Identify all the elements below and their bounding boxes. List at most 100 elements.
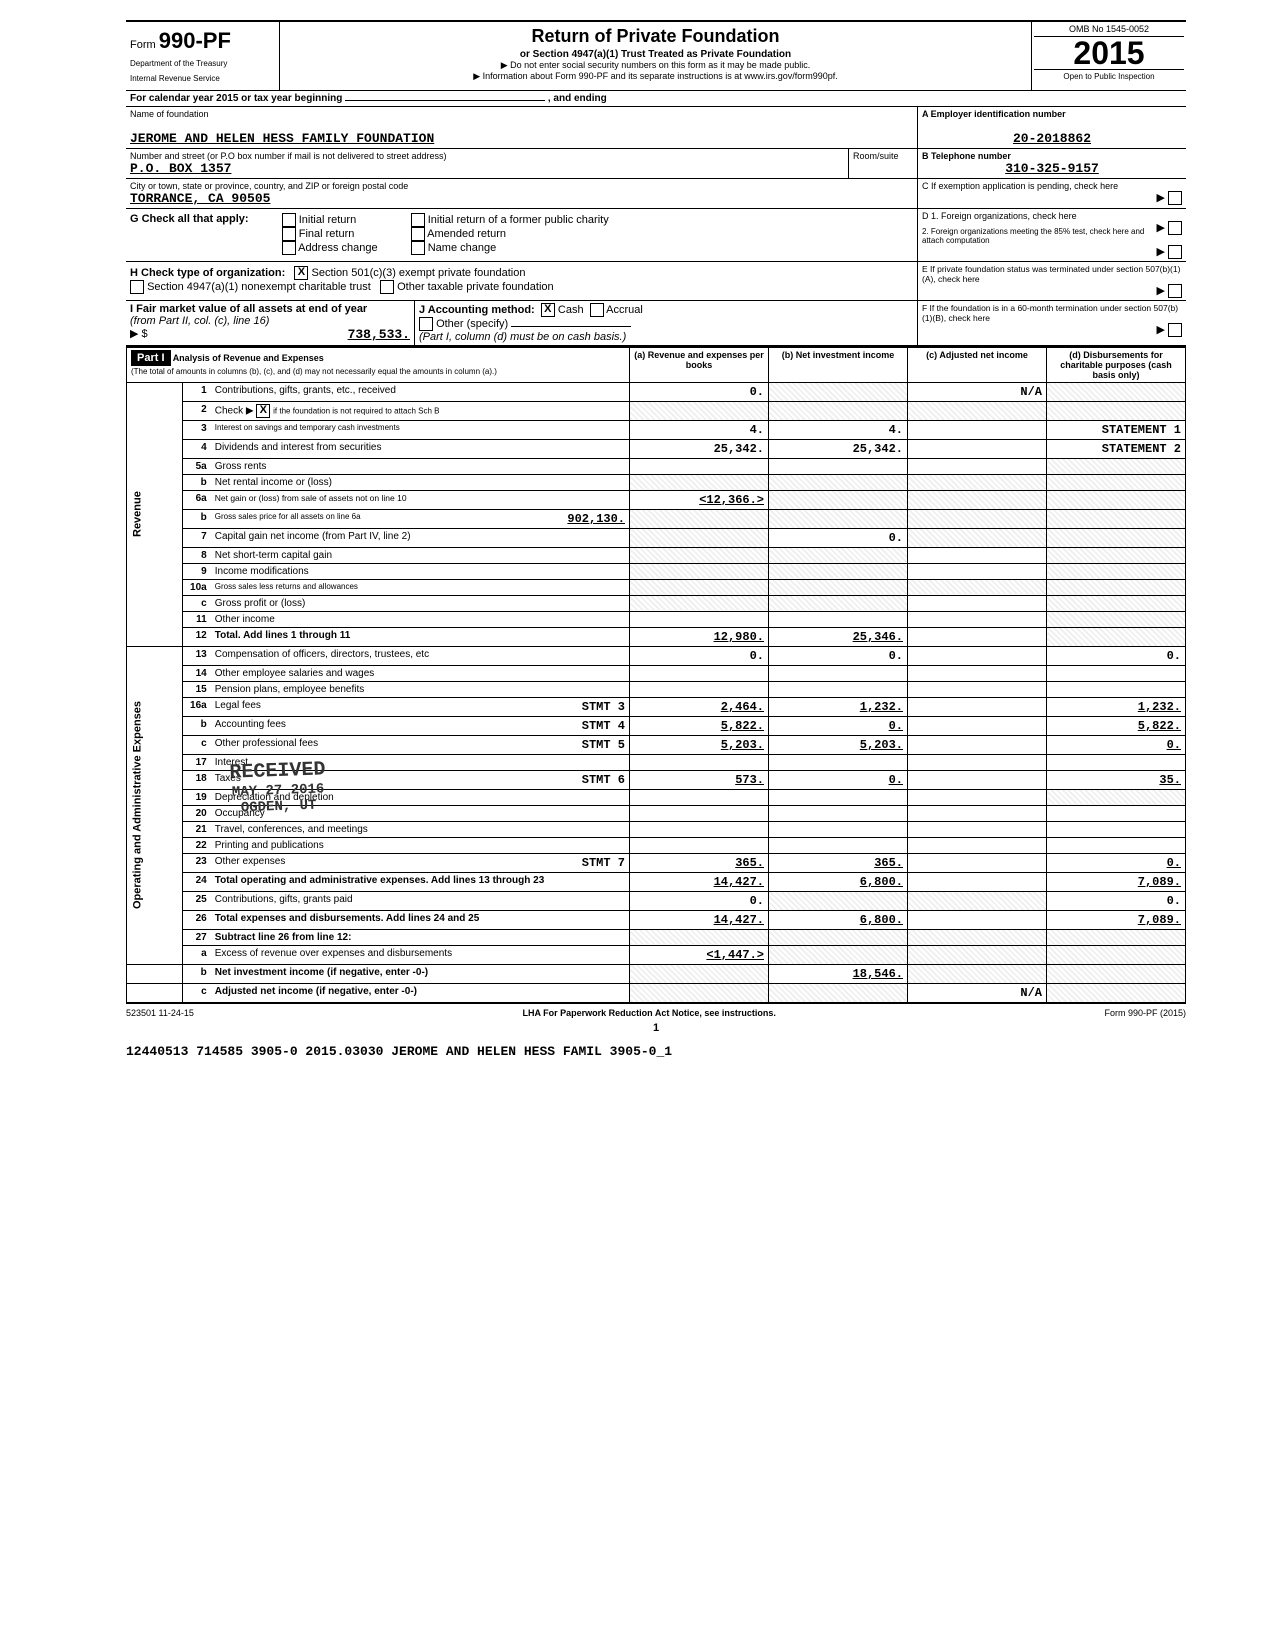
row-12: 12 Total. Add lines 1 through 11 12,980.…	[127, 627, 1186, 646]
row-19: 19 Depreciation and depletion	[127, 789, 1186, 805]
row-27c: c Adjusted net income (if negative, ente…	[127, 983, 1186, 1002]
h-other-checkbox[interactable]	[380, 280, 394, 294]
row-20: 20 Occupancy	[127, 805, 1186, 821]
row-22: 22 Printing and publications	[127, 837, 1186, 853]
row-9: 9 Income modifications	[127, 563, 1186, 579]
g-opt0: Initial return	[299, 214, 356, 226]
footer-code: 523501 11-24-15	[126, 1008, 194, 1018]
col-d-header: (d) Disbursements for charitable purpose…	[1047, 347, 1186, 382]
addr-label: Number and street (or P.O box number if …	[130, 151, 844, 161]
j-note: (Part I, column (d) must be on cash basi…	[419, 331, 913, 343]
d1-checkbox[interactable]	[1168, 221, 1182, 235]
form-header: Form 990-PF Department of the Treasury I…	[126, 20, 1186, 91]
j-cash-checkbox[interactable]: X	[541, 303, 555, 317]
city-label: City or town, state or province, country…	[130, 181, 913, 191]
g-opt3: Initial return of a former public charit…	[428, 214, 609, 226]
name-label: Name of foundation	[130, 109, 913, 119]
row-6a: 6a Net gain or (loss) from sale of asset…	[127, 490, 1186, 509]
row-5a: 5a Gross rents	[127, 458, 1186, 474]
address: P.O. BOX 1357	[130, 161, 844, 176]
row-27a: a Excess of revenue over expenses and di…	[127, 945, 1186, 964]
i-label: I Fair market value of all assets at end…	[130, 303, 410, 315]
footer-bottom: 12440513 714585 3905-0 2015.03030 JEROME…	[126, 1044, 1186, 1059]
form-subtitle: or Section 4947(a)(1) Trust Treated as P…	[286, 49, 1025, 60]
phone-label: B Telephone number	[922, 151, 1182, 161]
phone: 310-325-9157	[922, 161, 1182, 176]
g-initial-checkbox[interactable]	[282, 213, 296, 227]
l2-checkbox[interactable]: X	[256, 404, 270, 418]
row-16b: b Accounting feesSTMT 4 5,822. 0. 5,822.	[127, 716, 1186, 735]
i-arrow: ▶ $	[130, 328, 148, 340]
i-value: 738,533.	[348, 327, 410, 342]
h-label: H Check type of organization:	[130, 267, 285, 279]
form-number-box: Form 990-PF Department of the Treasury I…	[126, 22, 280, 90]
dept-irs: Internal Revenue Service	[130, 75, 275, 84]
d2-checkbox[interactable]	[1168, 245, 1182, 259]
row-25: 25 Contributions, gifts, grants paid 0. …	[127, 891, 1186, 910]
h-opt2: Section 4947(a)(1) nonexempt charitable …	[147, 281, 371, 293]
row-18: 18 TaxesSTMT 6 573. 0. 35.	[127, 770, 1186, 789]
g-opt5: Name change	[428, 242, 497, 254]
form-word: Form	[130, 39, 156, 51]
row-26: 26 Total expenses and disbursements. Add…	[127, 910, 1186, 929]
row-16a: 16a Legal feesSTMT 3 2,464. 1,232. 1,232…	[127, 697, 1186, 716]
j-accrual: Accrual	[606, 304, 643, 316]
row-14: 14 Other employee salaries and wages	[127, 665, 1186, 681]
j-label: J Accounting method:	[419, 304, 535, 316]
part1-title: Part I	[131, 350, 171, 366]
h-opt3: Other taxable private foundation	[397, 281, 554, 293]
g-amended-checkbox[interactable]	[411, 227, 425, 241]
d2-label: 2. Foreign organizations meeting the 85%…	[922, 227, 1182, 245]
dept-treasury: Department of the Treasury	[130, 60, 275, 69]
f-checkbox[interactable]	[1168, 323, 1182, 337]
row-13: Operating and Administrative Expenses 13…	[127, 646, 1186, 665]
j-other-checkbox[interactable]	[419, 317, 433, 331]
row-15: 15 Pension plans, employee benefits	[127, 681, 1186, 697]
form-number: 990-PF	[159, 28, 231, 53]
c-checkbox[interactable]	[1168, 191, 1182, 205]
row-6b: b Gross sales price for all assets on li…	[127, 509, 1186, 528]
f-label: F If the foundation is in a 60-month ter…	[922, 303, 1182, 323]
h-4947-checkbox[interactable]	[130, 280, 144, 294]
year-box: OMB No 1545-0052 2015 Open to Public Ins…	[1031, 22, 1186, 90]
part1-heading: Analysis of Revenue and Expenses	[173, 353, 324, 363]
page-number: 1	[126, 1022, 1186, 1034]
calendar-begin: For calendar year 2015 or tax year begin…	[130, 93, 342, 104]
row-2: 2 Check ▶ X if the foundation is not req…	[127, 401, 1186, 420]
form-990pf: Form 990-PF Department of the Treasury I…	[126, 20, 1186, 1059]
part1-table: Part I Analysis of Revenue and Expenses …	[126, 347, 1186, 1003]
footer-form: Form 990-PF (2015)	[1104, 1008, 1186, 1018]
e-checkbox[interactable]	[1168, 284, 1182, 298]
calendar-end: , and ending	[548, 93, 607, 104]
row-4: 4 Dividends and interest from securities…	[127, 439, 1186, 458]
part1-note: (The total of amounts in columns (b), (c…	[131, 367, 497, 376]
footer-lha: LHA For Paperwork Reduction Act Notice, …	[522, 1008, 775, 1018]
title-box: Return of Private Foundation or Section …	[280, 22, 1031, 90]
g-address-checkbox[interactable]	[282, 241, 296, 255]
j-accrual-checkbox[interactable]	[590, 303, 604, 317]
g-namechange-checkbox[interactable]	[411, 241, 425, 255]
city-state-zip: TORRANCE, CA 90505	[130, 191, 913, 206]
calendar-year-row: For calendar year 2015 or tax year begin…	[126, 91, 1186, 107]
row-16c: c Other professional feesSTMT 5 5,203. 5…	[127, 735, 1186, 754]
g-final-checkbox[interactable]	[282, 227, 296, 241]
i-sub: (from Part II, col. (c), line 16)	[130, 315, 410, 327]
row-7: 7 Capital gain net income (from Part IV,…	[127, 528, 1186, 547]
warning-ssn: ▶ Do not enter social security numbers o…	[286, 60, 1025, 71]
h-opt1: Section 501(c)(3) exempt private foundat…	[311, 267, 525, 279]
row-1: Revenue 1 Contributions, gifts, grants, …	[127, 382, 1186, 401]
form-title: Return of Private Foundation	[286, 26, 1025, 47]
room-label: Room/suite	[853, 151, 913, 161]
d1-label: D 1. Foreign organizations, check here	[922, 211, 1182, 221]
col-c-header: (c) Adjusted net income	[908, 347, 1047, 382]
warning-info: ▶ Information about Form 990-PF and its …	[286, 71, 1025, 82]
c-label: C If exemption application is pending, c…	[922, 181, 1182, 191]
e-label: E If private foundation status was termi…	[922, 264, 1182, 284]
h-501c3-checkbox[interactable]: X	[294, 266, 308, 280]
row-8: 8 Net short-term capital gain	[127, 547, 1186, 563]
row-24: 24 Total operating and administrative ex…	[127, 872, 1186, 891]
revenue-side-label: Revenue	[127, 382, 183, 646]
g-former-checkbox[interactable]	[411, 213, 425, 227]
g-opt2: Address change	[298, 242, 378, 254]
row-27: 27 Subtract line 26 from line 12:	[127, 929, 1186, 945]
